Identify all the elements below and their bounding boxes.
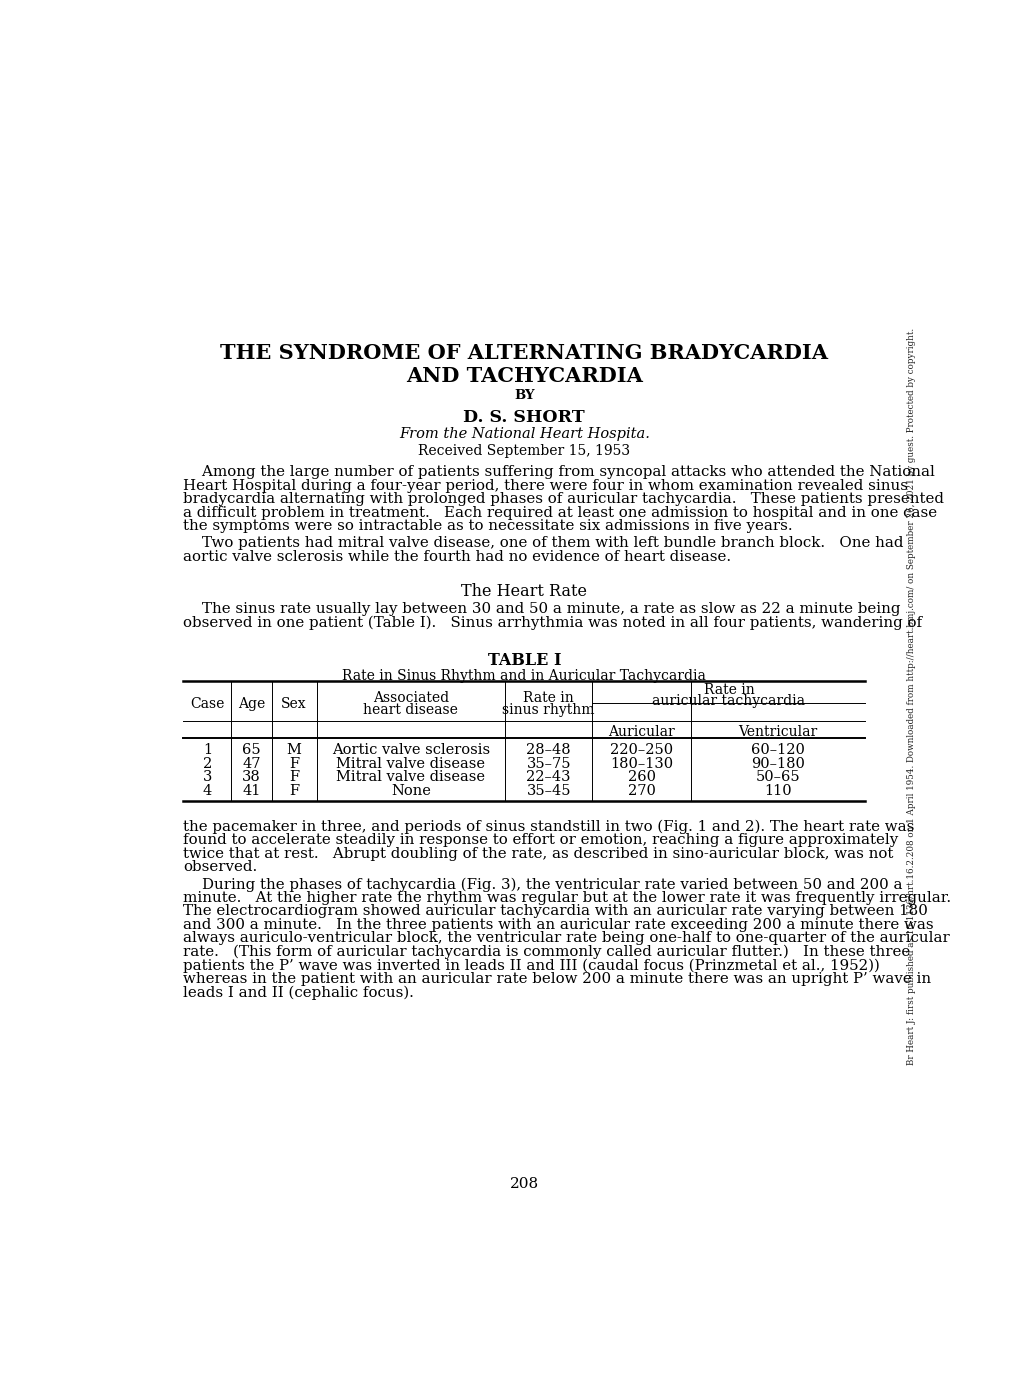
Text: 4: 4 (203, 784, 212, 798)
Text: patients the P’ wave was inverted in leads II and III (caudal focus (Prinzmetal : patients the P’ wave was inverted in lea… (183, 958, 879, 973)
Text: Associated: Associated (372, 691, 448, 705)
Text: Two patients had mitral valve disease, one of them with left bundle branch block: Two patients had mitral valve disease, o… (183, 537, 903, 551)
Text: 90–180: 90–180 (750, 756, 804, 770)
Text: 260: 260 (627, 770, 655, 784)
Text: found to accelerate steadily in response to effort or emotion, reaching a figure: found to accelerate steadily in response… (183, 834, 898, 847)
Text: Sex: Sex (281, 697, 307, 711)
Text: 41: 41 (243, 784, 261, 798)
Text: 110: 110 (763, 784, 791, 798)
Text: bradycardia alternating with prolonged phases of auricular tachycardia.   These : bradycardia alternating with prolonged p… (183, 493, 944, 506)
Text: twice that at rest.   Abrupt doubling of the rate, as described in sino-auricula: twice that at rest. Abrupt doubling of t… (183, 847, 893, 861)
Text: heart disease: heart disease (363, 704, 458, 718)
Text: 50–65: 50–65 (755, 770, 800, 784)
Text: Auricular: Auricular (607, 724, 675, 738)
Text: During the phases of tachycardia (Fig. 3), the ventricular rate varied between 5: During the phases of tachycardia (Fig. 3… (183, 878, 902, 891)
Text: THE SYNDROME OF ALTERNATING BRADYCARDIA: THE SYNDROME OF ALTERNATING BRADYCARDIA (220, 342, 827, 363)
Text: leads I and II (cephalic focus).: leads I and II (cephalic focus). (183, 985, 414, 999)
Text: TABLE I: TABLE I (487, 651, 560, 669)
Text: Heart Hospital during a four-year period, there were four in whom examination re: Heart Hospital during a four-year period… (183, 479, 907, 493)
Text: From the National Heart Hospita.: From the National Heart Hospita. (398, 428, 649, 442)
Text: Ventricular: Ventricular (738, 724, 817, 738)
Text: Age: Age (237, 697, 265, 711)
Text: None: None (390, 784, 430, 798)
Text: 38: 38 (242, 770, 261, 784)
Text: 60–120: 60–120 (750, 742, 804, 756)
Text: Rate in: Rate in (523, 691, 574, 705)
Text: 22–43: 22–43 (526, 770, 571, 784)
Text: Among the large number of patients suffering from syncopal attacks who attended : Among the large number of patients suffe… (183, 465, 934, 479)
Text: auricular tachycardia: auricular tachycardia (652, 694, 805, 708)
Text: The electrocardiogram showed auricular tachycardia with an auricular rate varyin: The electrocardiogram showed auricular t… (183, 904, 927, 919)
Text: observed in one patient (Table I).   Sinus arrhythmia was noted in all four pati: observed in one patient (Table I). Sinus… (183, 615, 921, 629)
Text: 35–75: 35–75 (526, 756, 571, 770)
Text: 1: 1 (203, 742, 212, 756)
Text: and 300 a minute.   In the three patients with an auricular rate exceeding 200 a: and 300 a minute. In the three patients … (183, 918, 933, 932)
Text: F: F (288, 784, 299, 798)
Text: The Heart Rate: The Heart Rate (461, 584, 587, 600)
Text: 270: 270 (627, 784, 655, 798)
Text: Br Heart J: first published as 10.1136/hrt.16.2.208 on 1 April 1954. Downloaded : Br Heart J: first published as 10.1136/h… (907, 328, 915, 1065)
Text: F: F (288, 770, 299, 784)
Text: 3: 3 (203, 770, 212, 784)
Text: sinus rhythm: sinus rhythm (502, 704, 594, 718)
Text: Rate in Sinus Rhythm and in Auricular Tachycardia: Rate in Sinus Rhythm and in Auricular Ta… (342, 669, 705, 683)
Text: whereas in the patient with an auricular rate below 200 a minute there was an up: whereas in the patient with an auricular… (183, 972, 930, 985)
Text: always auriculo-ventricular block, the ventricular rate being one-half to one-qu: always auriculo-ventricular block, the v… (183, 932, 949, 945)
Text: M: M (286, 742, 302, 756)
Text: 35–45: 35–45 (526, 784, 571, 798)
Text: D. S. SHORT: D. S. SHORT (463, 408, 585, 426)
Text: Aortic valve sclerosis: Aortic valve sclerosis (331, 742, 489, 756)
Text: Case: Case (190, 697, 224, 711)
Text: The sinus rate usually lay between 30 and 50 a minute, a rate as slow as 22 a mi: The sinus rate usually lay between 30 an… (183, 602, 900, 615)
Text: F: F (288, 756, 299, 770)
Text: Rate in: Rate in (703, 683, 753, 697)
Text: Mitral valve disease: Mitral valve disease (336, 770, 485, 784)
Text: the pacemaker in three, and periods of sinus standstill in two (Fig. 1 and 2). T: the pacemaker in three, and periods of s… (183, 820, 914, 834)
Text: 2: 2 (203, 756, 212, 770)
Text: the symptoms were so intractable as to necessitate six admissions in five years.: the symptoms were so intractable as to n… (183, 519, 792, 533)
Text: 65: 65 (242, 742, 261, 756)
Text: minute.   At the higher rate the rhythm was regular but at the lower rate it was: minute. At the higher rate the rhythm wa… (183, 891, 951, 905)
Text: 28–48: 28–48 (526, 742, 571, 756)
Text: Received September 15, 1953: Received September 15, 1953 (418, 443, 630, 458)
Text: 220–250: 220–250 (609, 742, 673, 756)
Text: Mitral valve disease: Mitral valve disease (336, 756, 485, 770)
Text: AND TACHYCARDIA: AND TACHYCARDIA (406, 366, 642, 386)
Text: aortic valve sclerosis while the fourth had no evidence of heart disease.: aortic valve sclerosis while the fourth … (183, 549, 731, 564)
Text: 180–130: 180–130 (609, 756, 673, 770)
Text: 208: 208 (510, 1177, 538, 1191)
Text: observed.: observed. (183, 860, 257, 874)
Text: 47: 47 (243, 756, 261, 770)
Text: a difficult problem in treatment.   Each required at least one admission to hosp: a difficult problem in treatment. Each r… (183, 505, 936, 519)
Text: BY: BY (514, 389, 534, 402)
Text: rate.   (This form of auricular tachycardia is commonly called auricular flutter: rate. (This form of auricular tachycardi… (183, 945, 910, 959)
